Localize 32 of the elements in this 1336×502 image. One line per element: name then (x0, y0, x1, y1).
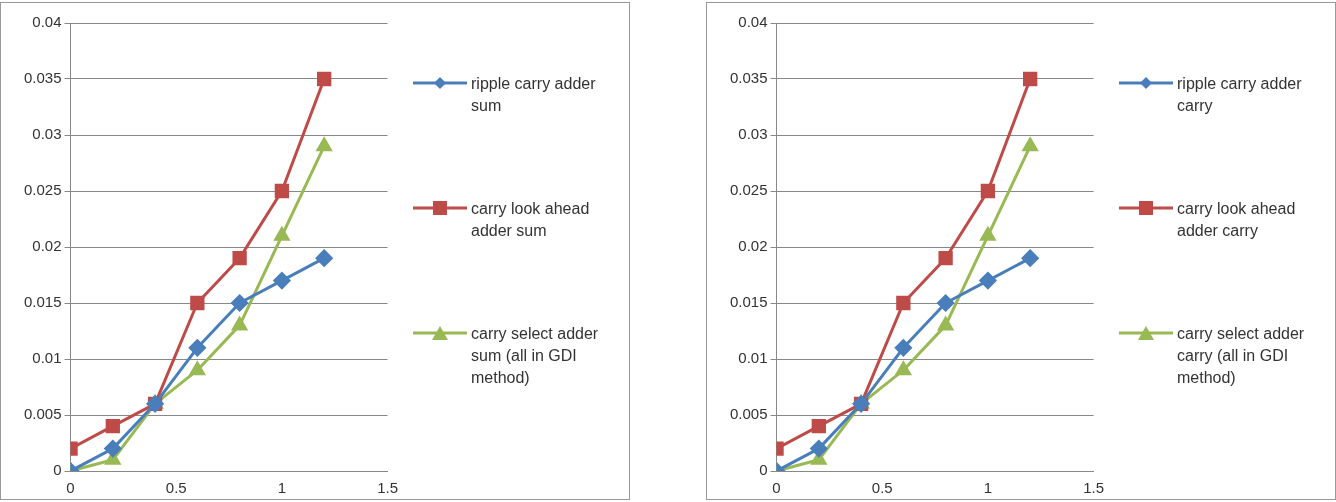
y-tick-label: 0.035 (23, 69, 62, 87)
y-tick-label: 0.02 (32, 237, 62, 255)
x-tick-label: 0.5 (165, 479, 187, 497)
x-tick-label: 1.5 (377, 479, 398, 497)
y-tick-label: 0.025 (729, 181, 768, 199)
legend-label: ripple carry adder carry (1177, 74, 1303, 116)
y-tick-label: 0.01 (32, 349, 62, 367)
y-tick-label: 0.035 (729, 69, 768, 87)
y-tick-label: 0.02 (738, 237, 768, 255)
y-tick-label: 0.025 (23, 181, 62, 199)
y-tick-label: 0.01 (738, 349, 768, 367)
x-tick-label: 1.5 (1083, 479, 1104, 497)
x-tick-label: 0.5 (871, 479, 893, 497)
y-tick-label: 0.03 (738, 125, 768, 143)
y-tick-label: 0 (759, 461, 768, 479)
legend-label: carry select adder carry (all in GDI method) (1177, 324, 1306, 388)
y-tick-label: 0.04 (32, 13, 62, 31)
x-tick-label: 0 (772, 479, 781, 497)
legend-label: carry select adder sum (all in GDI method) (471, 324, 600, 388)
legend-label: carry look ahead adder carry (1177, 199, 1297, 241)
x-tick-label: 1 (983, 479, 993, 497)
legend-label: carry look ahead adder sum (471, 199, 591, 241)
y-tick-label: 0.005 (23, 405, 62, 423)
y-tick-label: 0.015 (23, 293, 62, 311)
legend-label: ripple carry adder sum (471, 74, 597, 116)
y-tick-label: 0.04 (738, 13, 768, 31)
y-tick-label: 0.015 (729, 293, 768, 311)
y-tick-label: 0.005 (729, 405, 768, 423)
x-tick-label: 1 (277, 479, 287, 497)
y-tick-label: 0 (53, 461, 62, 479)
x-tick-label: 0 (66, 479, 75, 497)
y-tick-label: 0.03 (32, 125, 62, 143)
